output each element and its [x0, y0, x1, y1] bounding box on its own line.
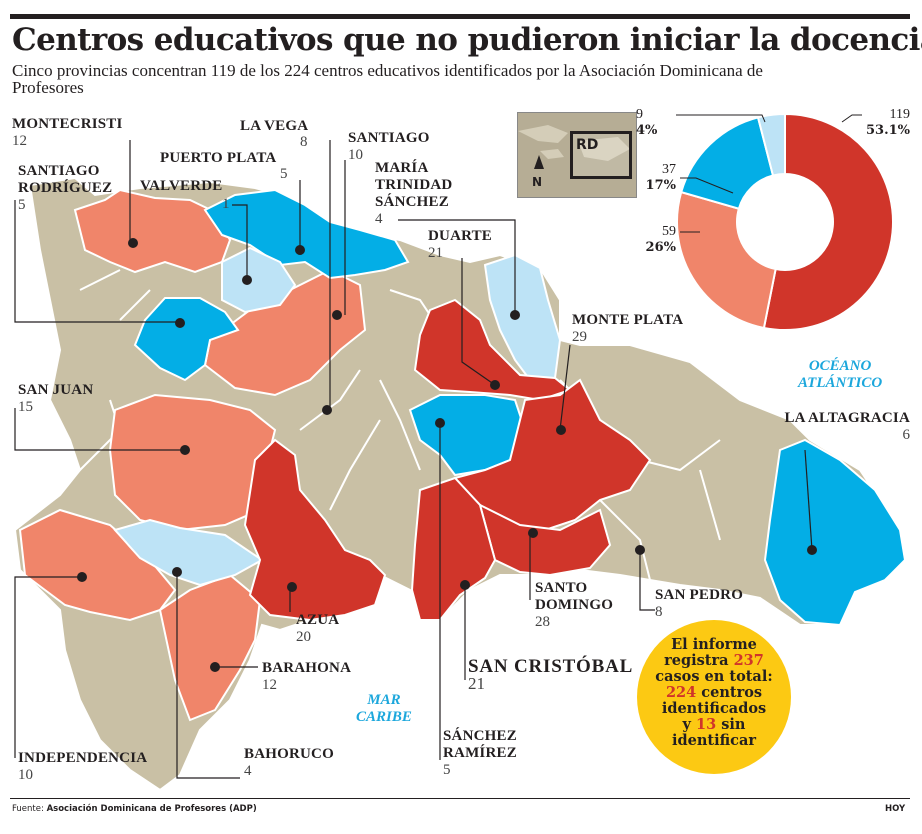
dot-azua — [287, 582, 297, 592]
dot-puerto-plata — [295, 245, 305, 255]
donut-pct: 17% — [645, 178, 676, 193]
dot-bahoruco — [172, 567, 182, 577]
dot-san-cristobal — [460, 580, 470, 590]
donut-slice-3 — [756, 112, 786, 177]
value-valverde: 1 — [222, 196, 230, 212]
donut-pct: 26% — [645, 240, 676, 255]
dot-montecristi — [128, 238, 138, 248]
donut-slice-2 — [679, 116, 775, 210]
dot-independencia — [77, 572, 87, 582]
dot-valverde — [175, 318, 185, 328]
donut-slice-1 — [676, 190, 777, 330]
province-santiago-rodriguez — [221, 246, 297, 314]
donut-chart — [676, 112, 894, 331]
donut-count: 9 — [636, 107, 643, 122]
label-barahona: BARAHONA 12 — [262, 660, 352, 693]
label-san-pedro: SAN PEDRO 8 — [655, 587, 744, 620]
label-sanchez-ramirez: SÁNCHEZ RAMÍREZ 5 — [443, 728, 517, 778]
value-la-vega: 8 — [300, 134, 308, 150]
province-santo-domingo — [478, 503, 612, 577]
label-la-altagracia: LA ALTAGRACIA 6 — [784, 410, 910, 443]
marker-dots — [77, 238, 817, 672]
donut-label-9: 9 4% — [636, 107, 672, 139]
donut-count: 119 — [889, 107, 910, 122]
inset-north-label: N — [532, 175, 543, 189]
inset-land — [518, 125, 630, 161]
label-valverde: VALVERDE — [140, 178, 223, 194]
summary-badge: El informe registra 237 casos en total: … — [637, 620, 791, 774]
label-caribbean-sea: MAR CARIBE — [356, 692, 412, 725]
credit-label: HOY — [885, 804, 906, 814]
page-subtitle: Cinco provincias concentran 119 de los 2… — [12, 61, 763, 97]
dot-la-vega — [322, 405, 332, 415]
province-san-cristobal — [410, 476, 497, 621]
page-title: Centros educativos que no pudieron inici… — [12, 22, 922, 58]
label-la-vega: LA VEGA — [240, 118, 309, 134]
province-la-altagracia — [763, 438, 907, 627]
label-azua: AZUA 20 — [296, 612, 340, 645]
label-santo-domingo: SANTO DOMINGO 28 — [535, 580, 614, 630]
bottom-rule — [10, 798, 910, 799]
label-atlantic-ocean: OCÉANO ATLÁNTICO — [798, 358, 883, 391]
label-puerto-plata: PUERTO PLATA — [160, 150, 277, 166]
label-santiago-rodriguez: SANTIAGO RODRÍGUEZ 5 — [18, 163, 113, 213]
donut-label-119: 119 53.1% — [858, 107, 910, 139]
dot-duarte — [490, 380, 500, 390]
label-san-cristobal: SAN CRISTÓBAL 21 — [468, 656, 634, 693]
label-independencia: INDEPENDENCIA 10 — [18, 750, 148, 783]
province-valverde — [133, 297, 240, 382]
dot-san-pedro — [635, 545, 645, 555]
locator-inset: RD N — [517, 112, 637, 198]
donut-label-37: 37 17% — [636, 162, 676, 194]
label-monte-plata: MONTE PLATA 29 — [572, 312, 684, 345]
donut-label-59: 59 26% — [636, 224, 676, 256]
dot-san-juan — [180, 445, 190, 455]
donut-pct: 53.1% — [865, 123, 910, 138]
label-bahoruco: BAHORUCO 4 — [244, 746, 334, 779]
label-montecristi: MONTECRISTI 12 — [12, 116, 123, 149]
province-bahoruco — [113, 518, 264, 587]
dot-santiago-rodriguez — [242, 275, 252, 285]
province-monte-plata — [453, 378, 652, 532]
source-note: Fuente: Asociación Dominicana de Profeso… — [12, 804, 257, 814]
inset-rd-label: RD — [576, 137, 599, 153]
donut-slice-0 — [762, 112, 894, 331]
dot-monte-plata — [556, 425, 566, 435]
dot-la-altagracia — [807, 545, 817, 555]
top-rule — [10, 14, 910, 19]
donut-count: 59 — [662, 224, 676, 239]
donut-count: 37 — [662, 162, 676, 177]
province-montecristi — [73, 188, 232, 274]
donut-pct: 4% — [636, 123, 658, 138]
province-azua — [243, 438, 387, 622]
label-santiago: SANTIAGO 10 — [348, 130, 430, 163]
leader-lines — [14, 140, 813, 779]
label-san-juan: SAN JUAN 15 — [18, 382, 94, 415]
label-maria-trinidad: MARÍA TRINIDAD SÁNCHEZ 4 — [375, 160, 453, 227]
value-puerto-plata: 5 — [280, 166, 288, 182]
inset-highlight — [570, 131, 632, 179]
north-arrow-icon — [534, 155, 544, 169]
donut-leaders — [676, 114, 862, 233]
dot-sanchez-ramirez — [435, 418, 445, 428]
dot-maria-trinidad — [510, 310, 520, 320]
dot-barahona — [210, 662, 220, 672]
dot-santo-domingo — [528, 528, 538, 538]
dot-santiago — [332, 310, 342, 320]
label-duarte: DUARTE 21 — [428, 228, 493, 261]
